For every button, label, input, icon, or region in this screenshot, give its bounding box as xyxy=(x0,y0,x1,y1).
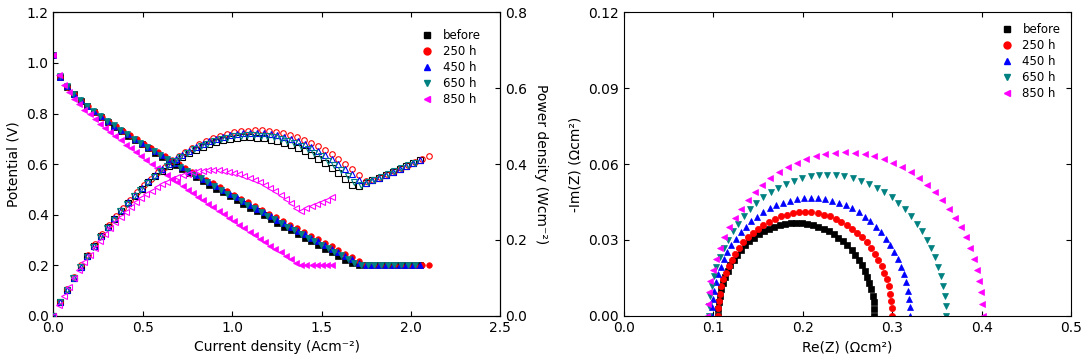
Y-axis label: Potential (V): Potential (V) xyxy=(7,121,21,207)
Y-axis label: -Im(Z) (Ωcm²): -Im(Z) (Ωcm²) xyxy=(568,116,583,212)
Y-axis label: Power density (Wcm⁻²): Power density (Wcm⁻²) xyxy=(534,84,548,244)
Legend: before, 250 h, 450 h, 650 h, 850 h: before, 250 h, 450 h, 650 h, 850 h xyxy=(411,25,486,111)
X-axis label: Re(Z) (Ωcm²): Re(Z) (Ωcm²) xyxy=(803,340,893,354)
X-axis label: Current density (Acm⁻²): Current density (Acm⁻²) xyxy=(194,340,359,354)
Legend: before, 250 h, 450 h, 650 h, 850 h: before, 250 h, 450 h, 650 h, 850 h xyxy=(991,18,1065,105)
